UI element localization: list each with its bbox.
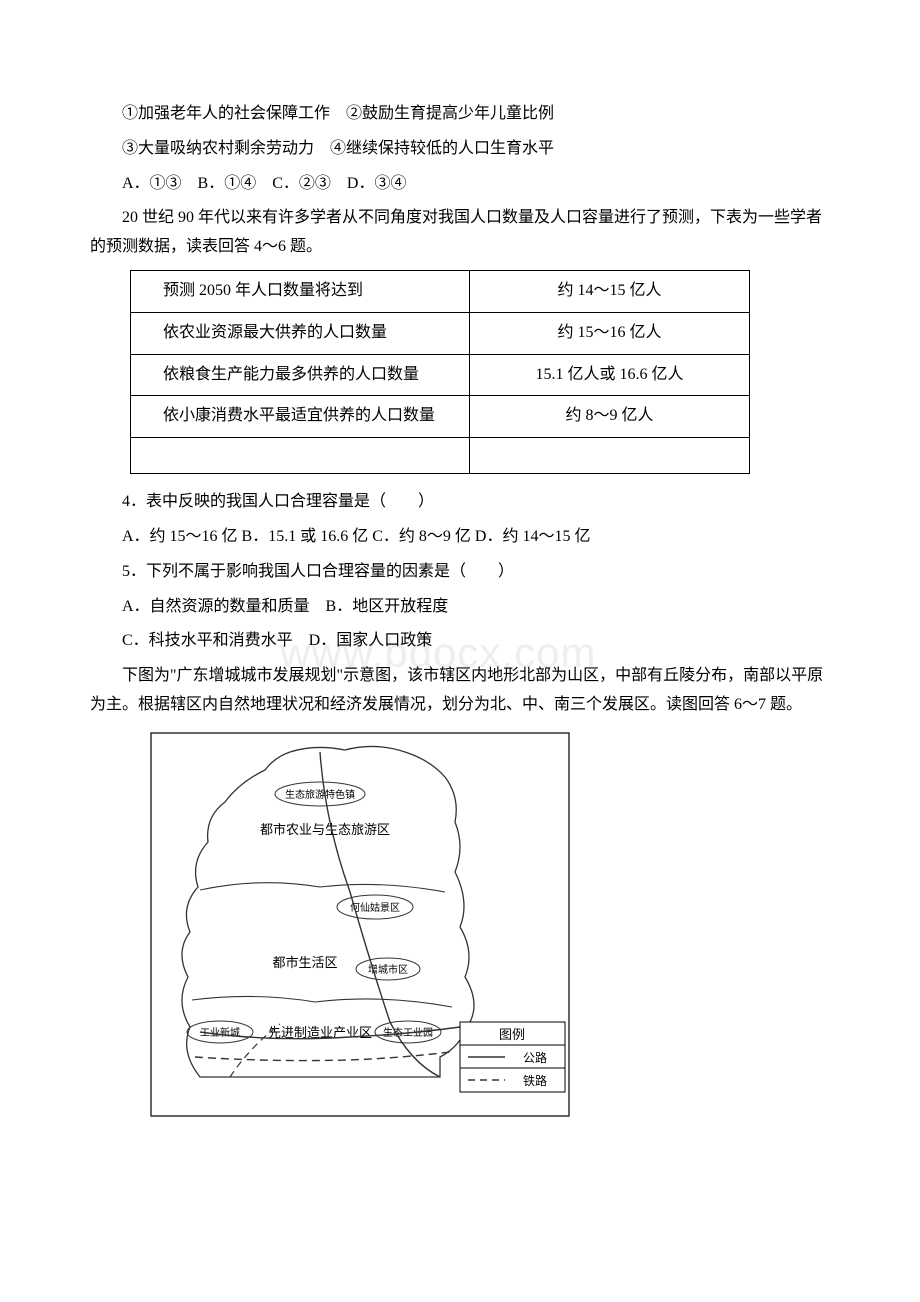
zengcheng-map: 生态旅游特色镇 都市农业与生态旅游区 何仙姑景区 都市生活区 增城市区 工业新城… xyxy=(150,732,830,1117)
table-cell-right: 15.1 亿人或 16.6 亿人 xyxy=(470,354,750,396)
table-cell-left: 依粮食生产能力最多供养的人口数量 xyxy=(131,354,470,396)
map-svg: 生态旅游特色镇 都市农业与生态旅游区 何仙姑景区 都市生活区 增城市区 工业新城… xyxy=(150,732,570,1117)
q5-stem: 5．下列不属于影响我国人口合理容量的因素是（ ） xyxy=(90,558,830,587)
table-cell-right xyxy=(470,438,750,474)
svg-text:生态旅游特色镇: 生态旅游特色镇 xyxy=(285,788,355,801)
table-cell-left: 预测 2050 年人口数量将达到 xyxy=(131,270,470,312)
svg-text:何仙姑景区: 何仙姑景区 xyxy=(350,901,400,914)
table-row: 依农业资源最大供养的人口数量 约 15～16 亿人 xyxy=(131,312,750,354)
table-row: 预测 2050 年人口数量将达到 约 14～15 亿人 xyxy=(131,270,750,312)
svg-text:公路: 公路 xyxy=(523,1050,547,1065)
svg-text:铁路: 铁路 xyxy=(523,1073,547,1088)
q5-choices-cd: C．科技水平和消费水平 D．国家人口政策 xyxy=(90,627,830,656)
q5-choices-ab: A．自然资源的数量和质量 B．地区开放程度 xyxy=(90,593,830,622)
q4-choices: A．约 15～16 亿 B．15.1 或 16.6 亿 C．约 8～9 亿 D．… xyxy=(90,523,830,552)
table-row: 依小康消费水平最适宜供养的人口数量 约 8～9 亿人 xyxy=(131,396,750,438)
q3-choices: A．①③ B．①④ C．②③ D．③④ xyxy=(90,170,830,199)
table-cell-left xyxy=(131,438,470,474)
q3-options-line2: ③大量吸纳农村剩余劳动力 ④继续保持较低的人口生育水平 xyxy=(90,135,830,164)
table-cell-right: 约 14～15 亿人 xyxy=(470,270,750,312)
table-cell-left: 依农业资源最大供养的人口数量 xyxy=(131,312,470,354)
q4-stem: 4．表中反映的我国人口合理容量是（ ） xyxy=(90,488,830,517)
table-row: 依粮食生产能力最多供养的人口数量 15.1 亿人或 16.6 亿人 xyxy=(131,354,750,396)
population-table: 预测 2050 年人口数量将达到 约 14～15 亿人 依农业资源最大供养的人口… xyxy=(130,270,750,474)
passage-table-intro: 20 世纪 90 年代以来有许多学者从不同角度对我国人口数量及人口容量进行了预测… xyxy=(90,204,830,262)
svg-text:图例: 图例 xyxy=(499,1027,525,1042)
table-row-empty xyxy=(131,438,750,474)
table-cell-left: 依小康消费水平最适宜供养的人口数量 xyxy=(131,396,470,438)
passage-map-intro: 下图为"广东增城城市发展规划"示意图，该市辖区内地形北部为山区，中部有丘陵分布，… xyxy=(90,662,830,720)
q3-options-line1: ①加强老年人的社会保障工作 ②鼓励生育提高少年儿童比例 xyxy=(90,100,830,129)
document-content: ①加强老年人的社会保障工作 ②鼓励生育提高少年儿童比例 ③大量吸纳农村剩余劳动力… xyxy=(90,100,830,1117)
table-cell-right: 约 8～9 亿人 xyxy=(470,396,750,438)
table-cell-right: 约 15～16 亿人 xyxy=(470,312,750,354)
svg-text:都市生活区: 都市生活区 xyxy=(272,955,337,970)
svg-text:都市农业与生态旅游区: 都市农业与生态旅游区 xyxy=(260,822,390,837)
